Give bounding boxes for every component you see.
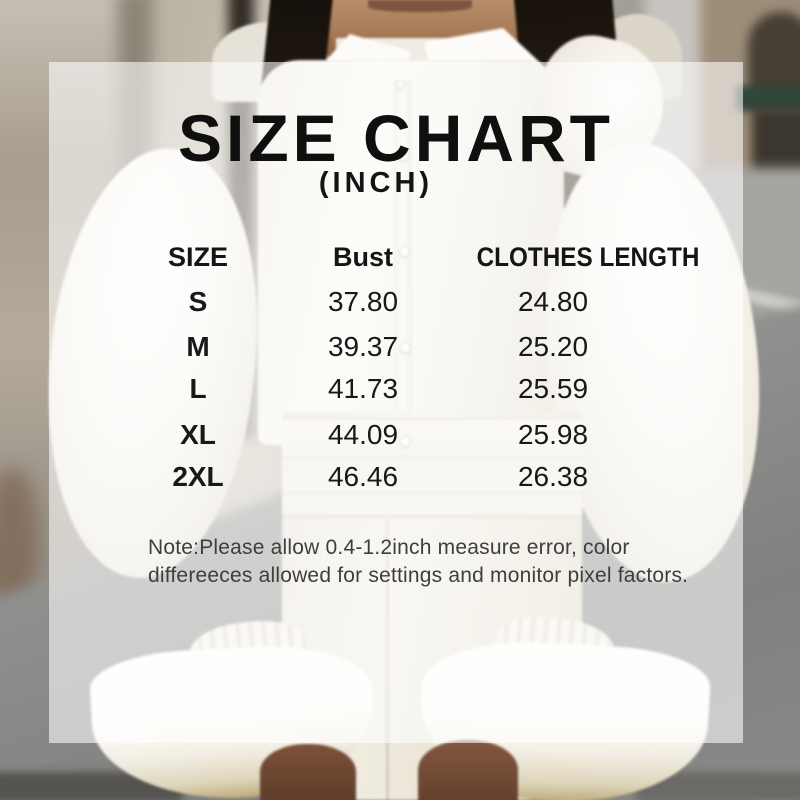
table-row-s: S 37.80 24.80 [0,284,800,320]
bust-value: 46.46 [327,461,399,492]
column-header-clothes-length: CLOTHES LENGTH [476,242,700,272]
length-value: 24.80 [517,286,589,317]
model-hand-left [260,744,356,800]
size-value: 2XL [172,461,224,492]
bust-value: 41.73 [327,373,399,404]
bust-value: 37.80 [327,286,399,317]
unit-subtitle: (INCH) [318,167,434,199]
model-chin-shadow [368,0,472,12]
length-value: 25.98 [517,419,589,450]
note-line-2: differeeces allowed for settings and mon… [148,564,689,587]
note-line-1: Note:Please allow 0.4-1.2inch measure er… [148,536,630,559]
frosted-overlay-panel [49,62,743,743]
length-value: 25.59 [517,373,589,404]
size-value: XL [180,419,216,450]
bust-value: 44.09 [327,419,399,450]
size-value: L [189,373,207,404]
size-value: M [186,331,210,362]
table-header-row: SIZE Bust CLOTHES LENGTH [0,239,800,275]
table-row-xl: XL 44.09 25.98 [0,417,800,453]
measure-note: Note:Please allow 0.4-1.2inch measure er… [148,534,728,590]
column-header-bust: Bust [333,242,393,272]
table-row-2xl: 2XL 46.46 26.38 [0,459,800,495]
bust-value: 39.37 [327,331,399,362]
dark-door [752,108,800,176]
green-awning [736,86,800,111]
page-title: SIZE CHART [178,101,614,175]
table-row-m: M 39.37 25.20 [0,329,800,365]
length-value: 25.20 [517,331,589,362]
length-value: 26.38 [517,461,589,492]
size-value: S [188,286,208,317]
model-hand-right [418,740,518,800]
table-row-l: L 41.73 25.59 [0,371,800,407]
column-header-size: SIZE [167,242,228,272]
